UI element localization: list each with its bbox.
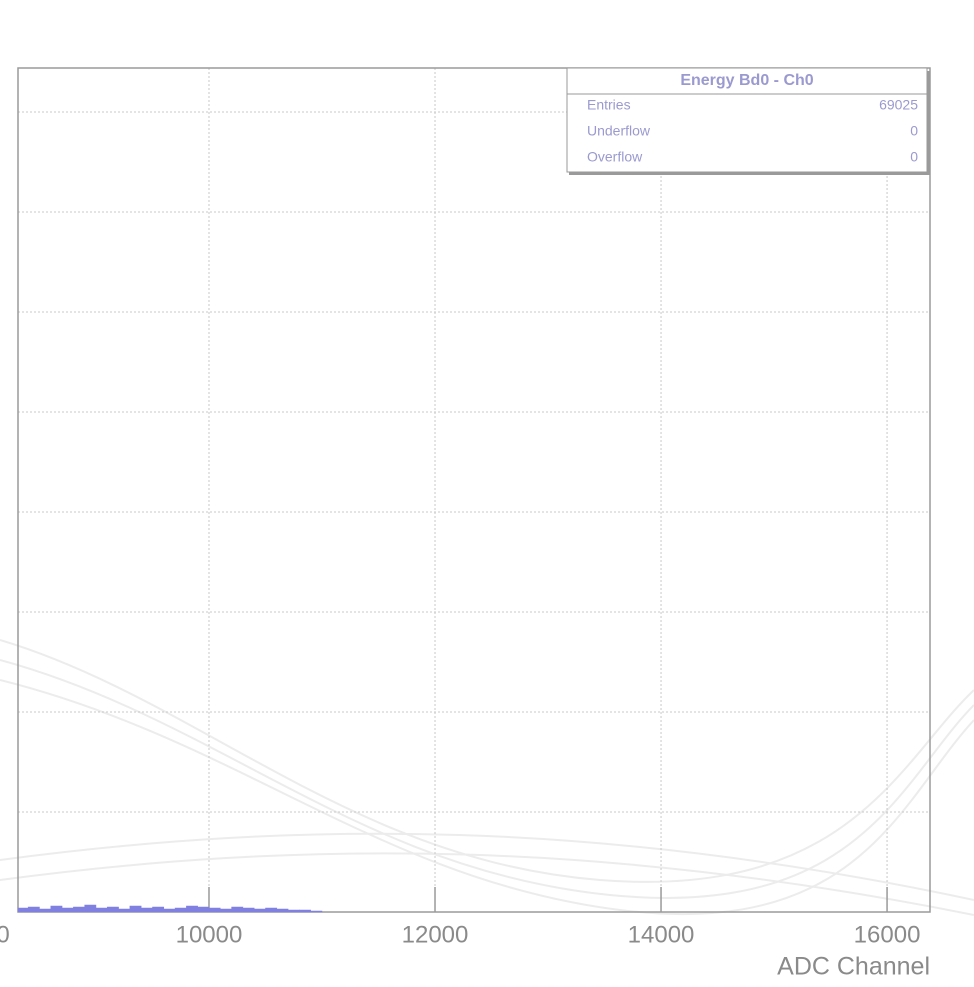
histogram-bar [107, 906, 119, 913]
x-tick-label: 14000 [628, 921, 695, 948]
histogram-bar [174, 907, 187, 913]
histogram-bar [163, 908, 176, 913]
stats-label: Overflow [587, 149, 643, 165]
histogram-bar [27, 906, 40, 913]
histogram-bar [231, 906, 244, 913]
stats-title: Energy Bd0 - Ch0 [680, 72, 813, 89]
histogram-bar [140, 907, 153, 913]
histogram-bar [310, 910, 323, 913]
stats-value: 69025 [879, 97, 918, 113]
histogram-bar [253, 908, 266, 913]
stats-panel [566, 67, 928, 173]
x-tick-label: 10000 [176, 921, 243, 948]
x-tick-label: 12000 [402, 921, 469, 948]
histogram-bar [276, 908, 289, 913]
histogram-bar [299, 909, 311, 913]
histogram-bar [208, 907, 221, 913]
background-swoosh [0, 639, 974, 916]
histogram-bar [17, 907, 29, 913]
x-tick-label: 16000 [854, 921, 921, 948]
histogram-bar [287, 909, 300, 913]
histogram-bar [118, 908, 131, 913]
histogram-bar [73, 906, 85, 913]
stats-value: 0 [910, 149, 918, 165]
histogram-bar [50, 905, 63, 913]
histogram-bar [84, 904, 97, 913]
stats-label: Entries [587, 97, 631, 113]
stats-box: Energy Bd0 - Ch0 Entries 69025 Underflow 0 O… [566, 67, 930, 175]
stats-label: Underflow [587, 123, 651, 139]
histogram-bar [61, 907, 74, 913]
histogram-bar [152, 906, 165, 913]
histogram-bar [265, 907, 278, 913]
x-tick-label: 8000 [0, 921, 10, 948]
histogram-bar [39, 908, 52, 913]
histogram-bar [129, 905, 142, 913]
histogram-bar [242, 907, 255, 913]
x-axis-label: ADC Channel [777, 953, 930, 981]
histogram-bar [220, 908, 232, 913]
plot-frame [17, 67, 931, 913]
histogram-bar [95, 907, 108, 913]
histogram-bar [186, 905, 198, 913]
stats-value: 0 [910, 123, 918, 139]
histogram-bar [197, 906, 210, 913]
